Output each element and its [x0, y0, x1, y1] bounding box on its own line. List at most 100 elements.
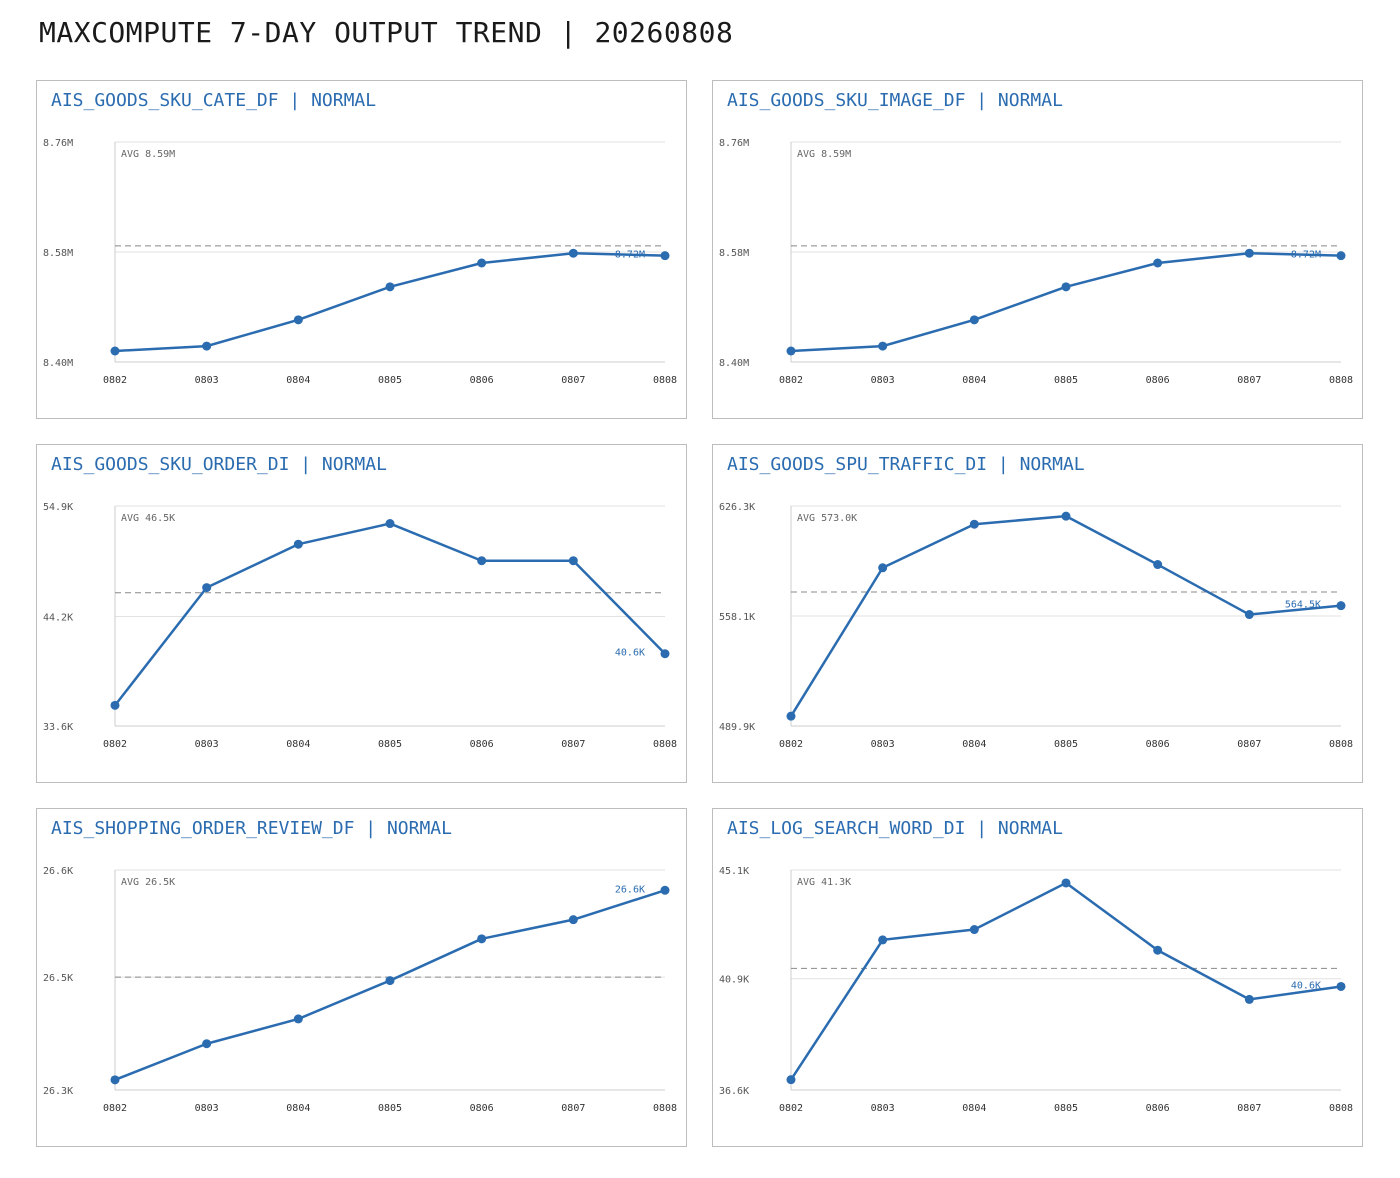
data-point [878, 341, 888, 351]
x-tick-label: 0804 [286, 739, 310, 750]
last-value-label: 8.72M [615, 250, 645, 261]
line-chart-sku-cate: 8.40M 8.58M 8.76M 0802 0803 0804 0805 0806 0807 0… [43, 138, 677, 386]
last-value-label: 564.5K [1285, 600, 1321, 611]
chart-title: AIS_GOODS_SKU_ORDER_DI | NORMAL [51, 454, 387, 475]
last-value-label: 40.6K [1291, 980, 1321, 991]
data-point [786, 346, 796, 356]
x-tick-label: 0805 [378, 739, 402, 750]
avg-label: AVG 573.0K [797, 513, 857, 524]
x-tick-label: 0802 [103, 1103, 127, 1114]
x-tick-label: 0803 [195, 1103, 219, 1114]
x-tick-label: 0804 [286, 1103, 310, 1114]
x-tick-label: 0808 [653, 739, 677, 750]
avg-label: AVG 46.5K [121, 513, 175, 524]
data-point [1153, 258, 1163, 268]
chart-panel-spu-traffic: AIS_GOODS_SPU_TRAFFIC_DI | NORMAL 489.9K… [712, 444, 1363, 783]
series-line [789, 881, 1342, 1081]
x-tick-label: 0807 [561, 1103, 585, 1114]
data-point [293, 1014, 303, 1024]
data-point [568, 248, 578, 258]
x-tick-label: 0803 [871, 375, 895, 386]
y-tick-label: 44.2K [43, 613, 73, 624]
x-tick-label: 0806 [470, 375, 494, 386]
data-point [660, 885, 670, 895]
data-point [477, 934, 487, 944]
series-line [114, 889, 666, 1082]
x-tick-label: 0806 [470, 1103, 494, 1114]
last-value-label: 8.72M [1291, 250, 1321, 261]
x-tick-label: 0804 [962, 739, 986, 750]
data-point [385, 519, 395, 529]
x-tick-label: 0802 [779, 375, 803, 386]
chart-title: AIS_GOODS_SKU_IMAGE_DF | NORMAL [727, 90, 1063, 111]
y-tick-label: 8.58M [719, 248, 749, 259]
data-point [293, 315, 303, 325]
data-point [110, 1075, 120, 1085]
chart-title: AIS_GOODS_SKU_CATE_DF | NORMAL [51, 90, 377, 111]
x-tick-label: 0806 [470, 739, 494, 750]
data-point [786, 711, 796, 721]
data-point [477, 258, 487, 268]
x-tick-label: 0804 [286, 375, 310, 386]
data-point [1061, 511, 1071, 521]
data-point [1244, 248, 1254, 258]
data-point [385, 976, 395, 986]
data-point [969, 519, 979, 529]
data-point [385, 282, 395, 292]
y-tick-label: 26.3K [43, 1086, 73, 1097]
line-chart-spu-traffic: 489.9K 558.1K 626.3K 0802 0803 0804 0805 0806 08… [719, 502, 1353, 750]
y-tick-label: 40.9K [719, 975, 749, 986]
y-tick-label: 26.6K [43, 866, 73, 877]
x-tick-label: 0802 [103, 739, 127, 750]
y-tick-label: 54.9K [43, 502, 73, 513]
chart-title: AIS_GOODS_SPU_TRAFFIC_DI | NORMAL [727, 454, 1085, 475]
data-point [1061, 878, 1071, 888]
chart-title: AIS_SHOPPING_ORDER_REVIEW_DF | NORMAL [51, 818, 452, 839]
y-tick-label: 8.40M [719, 358, 749, 369]
y-tick-label: 489.9K [719, 722, 755, 733]
last-value-label: 26.6K [615, 884, 645, 895]
data-point [660, 649, 670, 659]
line-chart-search-word: 36.6K 40.9K 45.1K 0802 0803 0804 0805 0806 0807 0… [719, 866, 1353, 1114]
data-point [1153, 560, 1163, 570]
y-tick-label: 26.5K [43, 973, 73, 984]
x-tick-label: 0807 [561, 739, 585, 750]
avg-label: AVG 41.3K [797, 877, 851, 888]
y-tick-label: 8.76M [43, 138, 73, 149]
x-tick-label: 0807 [1237, 1103, 1261, 1114]
data-point [293, 539, 303, 549]
data-point [1244, 610, 1254, 620]
x-tick-label: 0808 [1329, 375, 1353, 386]
line-chart-sku-order: 33.6K 44.2K 54.9K 0802 0803 0804 0805 0806 0807 0… [43, 502, 677, 750]
y-tick-label: 8.40M [43, 358, 73, 369]
x-tick-label: 0803 [195, 375, 219, 386]
x-tick-label: 0805 [378, 375, 402, 386]
chart-panel-order-review: AIS_SHOPPING_ORDER_REVIEW_DF | NORMAL 26… [36, 808, 687, 1147]
x-tick-label: 0806 [1146, 739, 1170, 750]
x-tick-label: 0802 [779, 1103, 803, 1114]
data-point [110, 700, 120, 710]
x-tick-label: 0802 [779, 739, 803, 750]
series-line [114, 522, 666, 707]
y-tick-label: 8.58M [43, 248, 73, 259]
page-title: MAXCOMPUTE 7-DAY OUTPUT TREND | 20260808 [39, 16, 734, 49]
data-point [1244, 994, 1254, 1004]
data-point [1336, 601, 1346, 611]
avg-label: AVG 26.5K [121, 877, 175, 888]
x-tick-label: 0804 [962, 375, 986, 386]
data-point [660, 251, 670, 261]
data-point [110, 346, 120, 356]
x-tick-label: 0803 [871, 1103, 895, 1114]
series-line [114, 251, 666, 353]
data-point [878, 935, 888, 945]
x-tick-label: 0804 [962, 1103, 986, 1114]
data-point [202, 341, 212, 351]
chart-panel-sku-image: AIS_GOODS_SKU_IMAGE_DF | NORMAL 8.40M 8.5… [712, 80, 1363, 419]
line-chart-order-review: 26.3K 26.5K 26.6K 0802 0803 0804 0805 0806 0807 0… [43, 866, 677, 1114]
x-tick-label: 0803 [871, 739, 895, 750]
x-tick-label: 0807 [1237, 375, 1261, 386]
last-value-label: 40.6K [615, 648, 645, 659]
data-point [202, 583, 212, 593]
chart-panel-sku-cate: AIS_GOODS_SKU_CATE_DF | NORMAL 8.40M 8.58… [36, 80, 687, 419]
y-tick-label: 33.6K [43, 722, 73, 733]
